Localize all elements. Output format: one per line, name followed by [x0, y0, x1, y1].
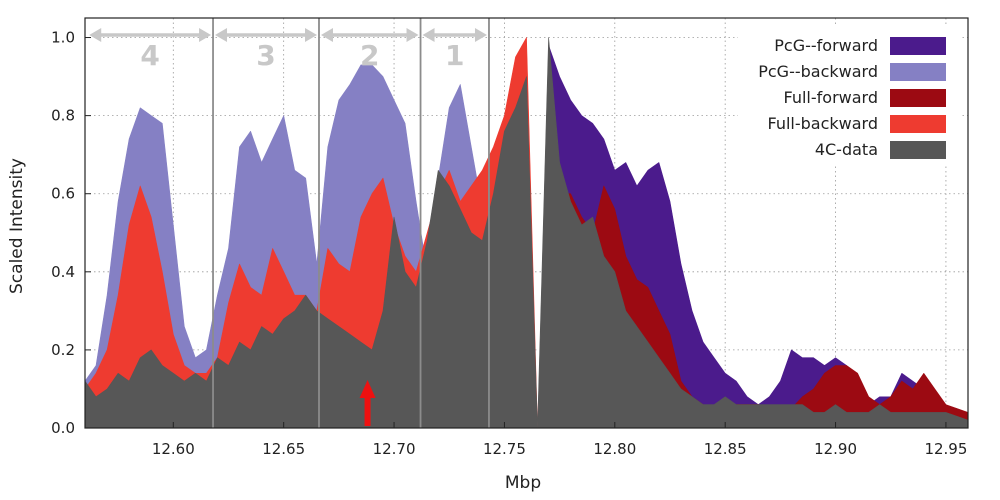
y-tick-label: 0.6: [51, 185, 75, 203]
legend-swatch: [890, 141, 946, 159]
legend-label: PcG--forward: [774, 36, 878, 55]
region-label: 1: [445, 39, 464, 72]
legend-label: PcG--backward: [758, 62, 878, 81]
series-areas: [84, 37, 969, 429]
legend-swatch: [890, 115, 946, 133]
series-area-data-4c: [84, 37, 969, 429]
y-tick-label: 0.0: [51, 419, 75, 437]
plot-frame: [84, 17, 969, 429]
x-tick-label: 12.70: [373, 440, 416, 458]
y-tick-label: 0.4: [51, 263, 75, 281]
arrowhead-right-icon: [199, 28, 212, 42]
axes: Mbp Scaled Intensity 12.60 12.65 12.70 12.7…: [7, 17, 969, 493]
y-tick-label: 1.0: [51, 29, 75, 47]
viewpoint-arrow-icon: [359, 380, 376, 398]
region-label: 2: [360, 39, 379, 72]
region-label: 4: [140, 39, 159, 72]
legend-label: Full-forward: [784, 88, 878, 107]
x-tick-label: 12.95: [924, 440, 967, 458]
y-tick-label: 0.8: [51, 107, 75, 125]
x-tick-label: 12.85: [704, 440, 747, 458]
x-tick-label: 12.75: [483, 440, 526, 458]
region-label: 3: [256, 39, 275, 72]
arrowhead-left-icon: [320, 28, 333, 42]
x-tick-label: 12.80: [593, 440, 636, 458]
arrowhead-left-icon: [422, 28, 435, 42]
x-tick-label: 12.60: [152, 440, 195, 458]
arrowhead-right-icon: [406, 28, 419, 42]
x-axis-title: Mbp: [505, 473, 541, 493]
arrowhead-right-icon: [474, 28, 487, 42]
arrowhead-left-icon: [215, 28, 228, 42]
x-tick-label: 12.90: [814, 440, 857, 458]
arrowhead-right-icon: [304, 28, 317, 42]
y-tick-label: 0.2: [51, 341, 75, 359]
legend-label: Full-backward: [768, 114, 879, 133]
viewpoint-arrow-shaft: [364, 398, 371, 426]
legend-label: 4C-data: [815, 140, 878, 159]
legend-swatch: [890, 37, 946, 55]
y-axis-title: Scaled Intensity: [7, 158, 27, 294]
legend: PcG--forward PcG--backward Full-forward Ful…: [738, 24, 960, 166]
legend-swatch: [890, 89, 946, 107]
x-tick-label: 12.65: [262, 440, 305, 458]
region-annotations: 4 3 2 1: [89, 18, 490, 428]
legend-swatch: [890, 63, 946, 81]
arrowhead-left-icon: [89, 28, 102, 42]
